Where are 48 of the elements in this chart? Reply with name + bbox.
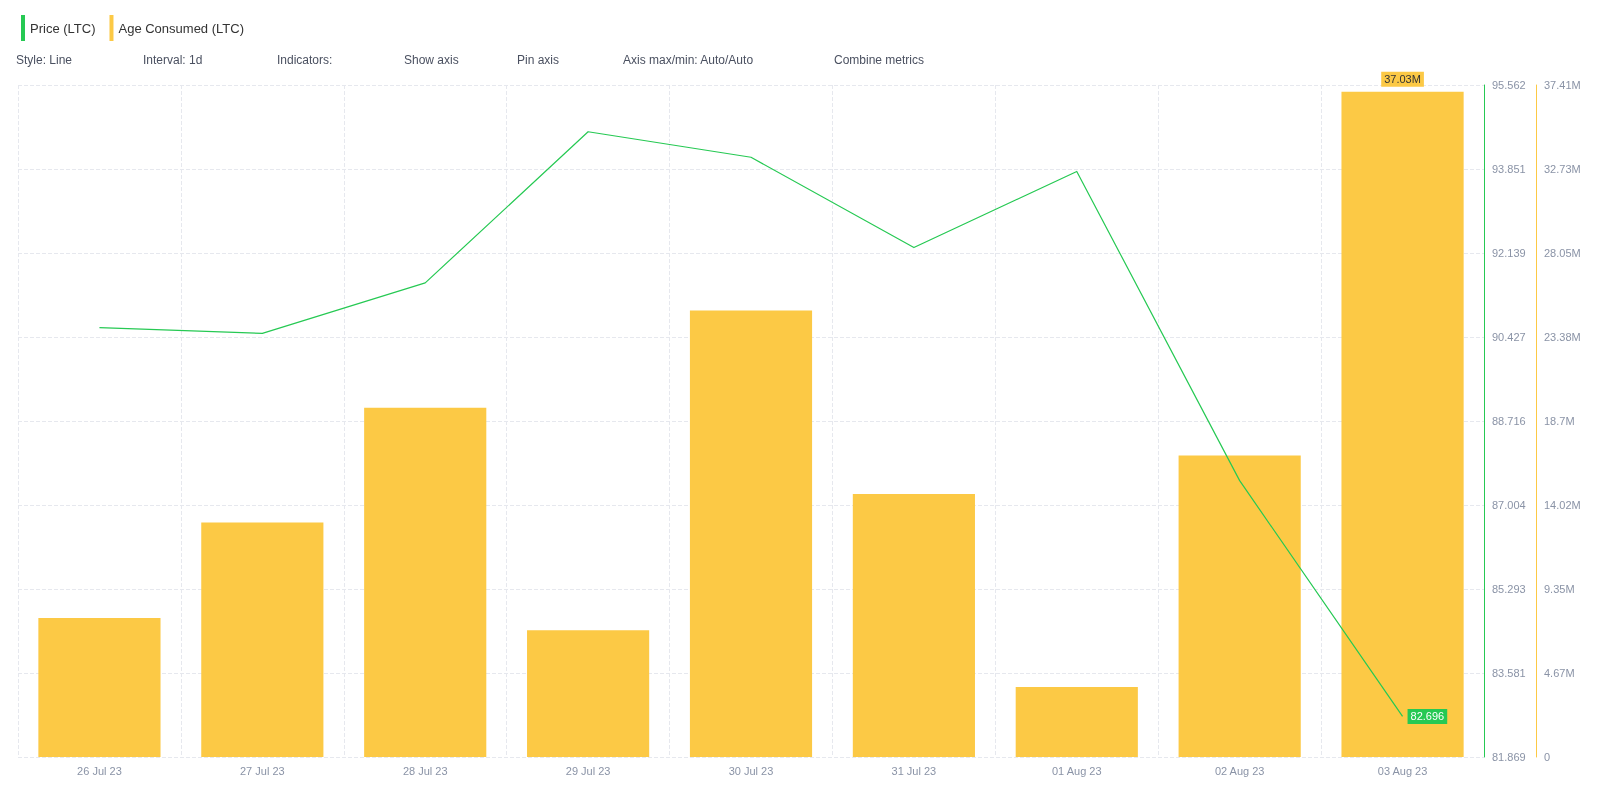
y-tick-label: 95.562 [1492, 79, 1526, 91]
text: Combine metrics [834, 53, 925, 67]
y-tick-label: 90.427 [1492, 331, 1526, 344]
y2-tick-label: 9.35M [1544, 583, 1575, 596]
text: Pin axis [517, 53, 560, 67]
y2-tick-label: 23.38M [1544, 331, 1581, 344]
x-tick-label: 26 Jul 23 [77, 764, 122, 777]
bar [1178, 455, 1301, 757]
y-tick-label: 93.851 [1492, 162, 1526, 175]
y-tick-label: 85.293 [1492, 582, 1526, 595]
text: Indicators: [277, 53, 333, 67]
y2-tick-label: 32.73M [1544, 163, 1581, 176]
bar [1015, 686, 1138, 757]
x-tick-label: 31 Jul 23 [891, 764, 937, 777]
bar [364, 407, 487, 757]
x-tick-label: 03 Aug 23 [1377, 764, 1428, 777]
text: Show axis [404, 53, 459, 67]
y2-tick-label: 0 [1544, 751, 1551, 763]
y2-tick-label: 28.05M [1544, 247, 1581, 260]
bar [689, 310, 813, 757]
text: Interval: 1d [143, 53, 203, 67]
y2-tick-label: 37.41M [1544, 79, 1581, 91]
data-label: 37.03M [1384, 73, 1421, 86]
bar [852, 494, 975, 757]
y2-tick-label: 14.02M [1544, 499, 1581, 512]
y-tick-label: 87.004 [1492, 498, 1526, 511]
x-tick-label: 27 Jul 23 [240, 764, 285, 777]
x-tick-label: 29 Jul 23 [565, 764, 611, 777]
y-tick-label: 81.869 [1492, 751, 1526, 763]
text: Axis max/min: Auto/Auto [623, 53, 754, 67]
y-tick-label: 92.139 [1492, 246, 1526, 259]
text: Style: Line [16, 53, 73, 67]
x-tick-label: 02 Aug 23 [1214, 764, 1265, 777]
line-series [98, 131, 1404, 718]
bar [1341, 91, 1464, 757]
legend-label: Age Consumed (LTC) [118, 20, 244, 36]
y2-tick-label: 18.7M [1544, 415, 1575, 428]
y2-tick-label: 4.67M [1544, 667, 1575, 680]
legend-label: Price (LTC) [30, 20, 96, 36]
bar [38, 617, 161, 757]
y-tick-label: 83.581 [1492, 666, 1526, 679]
y-tick-label: 88.716 [1492, 414, 1526, 427]
x-tick-label: 30 Jul 23 [728, 764, 774, 777]
bar [201, 522, 324, 757]
x-tick-label: 01 Aug 23 [1052, 764, 1102, 777]
bar [527, 630, 650, 757]
data-label: 82.696 [1410, 710, 1445, 723]
x-tick-label: 28 Jul 23 [402, 764, 448, 777]
